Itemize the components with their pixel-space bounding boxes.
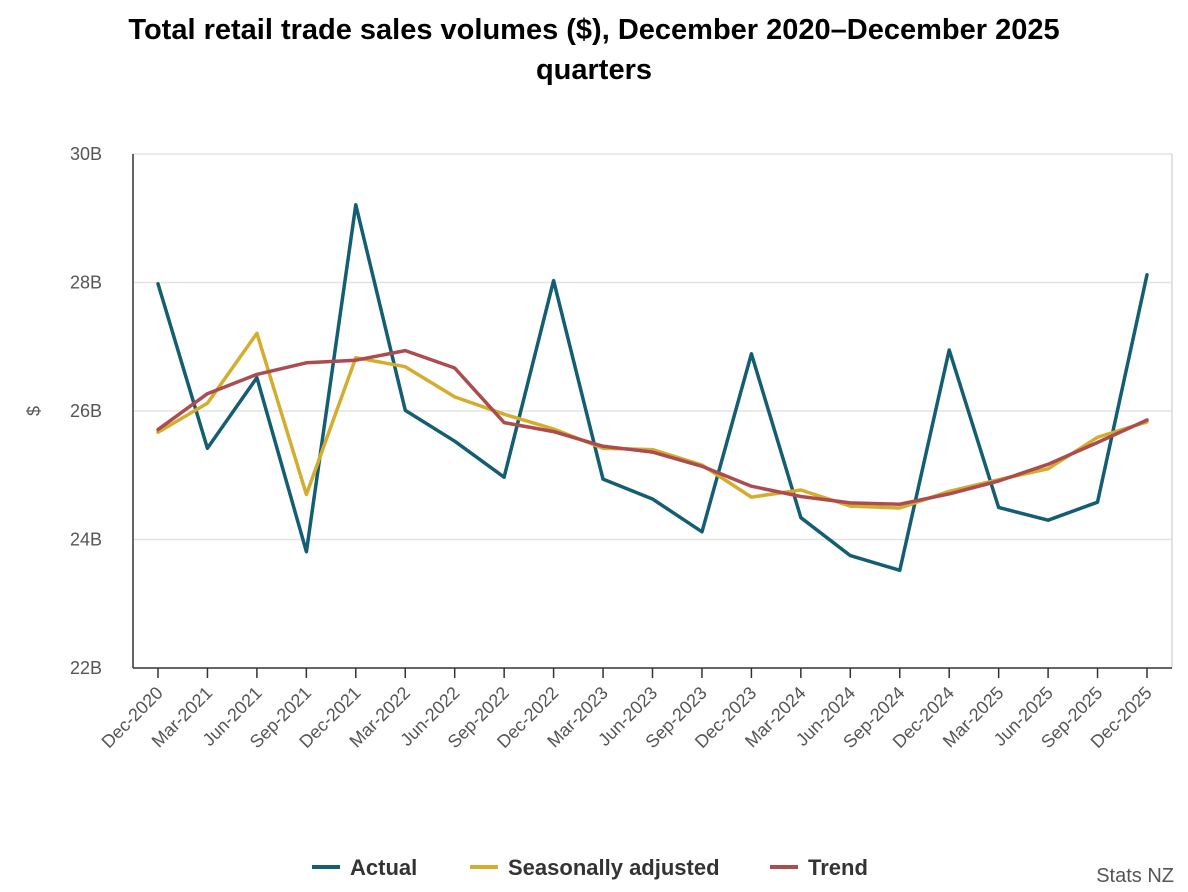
series-line-2 xyxy=(156,348,1149,506)
y-tick-label: 26B xyxy=(70,401,102,421)
y-axis-ticks: 22B 24B 26B 28B 30B xyxy=(70,144,102,678)
chart-title: Total retail trade sales volumes ($), De… xyxy=(0,10,1188,90)
y-tick-label: 28B xyxy=(70,273,102,293)
legend: Actual Seasonally adjusted Trend xyxy=(312,855,868,880)
legend-label: Actual xyxy=(350,855,417,880)
series-lines xyxy=(156,203,1149,573)
source-credit: Stats NZ xyxy=(1096,865,1174,887)
chart-title-line-2: quarters xyxy=(535,54,653,86)
gridlines xyxy=(133,153,1172,541)
x-axis-ticks: Dec-2020Mar-2021Jun-2021Sep-2021Dec-2021… xyxy=(97,668,1156,752)
series-line-0 xyxy=(156,203,1149,573)
y-axis-label: $ xyxy=(24,406,44,416)
y-tick-label: 30B xyxy=(70,144,102,164)
y-tick-label: 24B xyxy=(70,530,102,550)
chart-title-line-1: Total retail trade sales volumes ($), De… xyxy=(128,14,1060,46)
legend-label: Seasonally adjusted xyxy=(508,855,720,880)
y-tick-label: 22B xyxy=(70,658,102,678)
legend-label: Trend xyxy=(808,855,868,880)
